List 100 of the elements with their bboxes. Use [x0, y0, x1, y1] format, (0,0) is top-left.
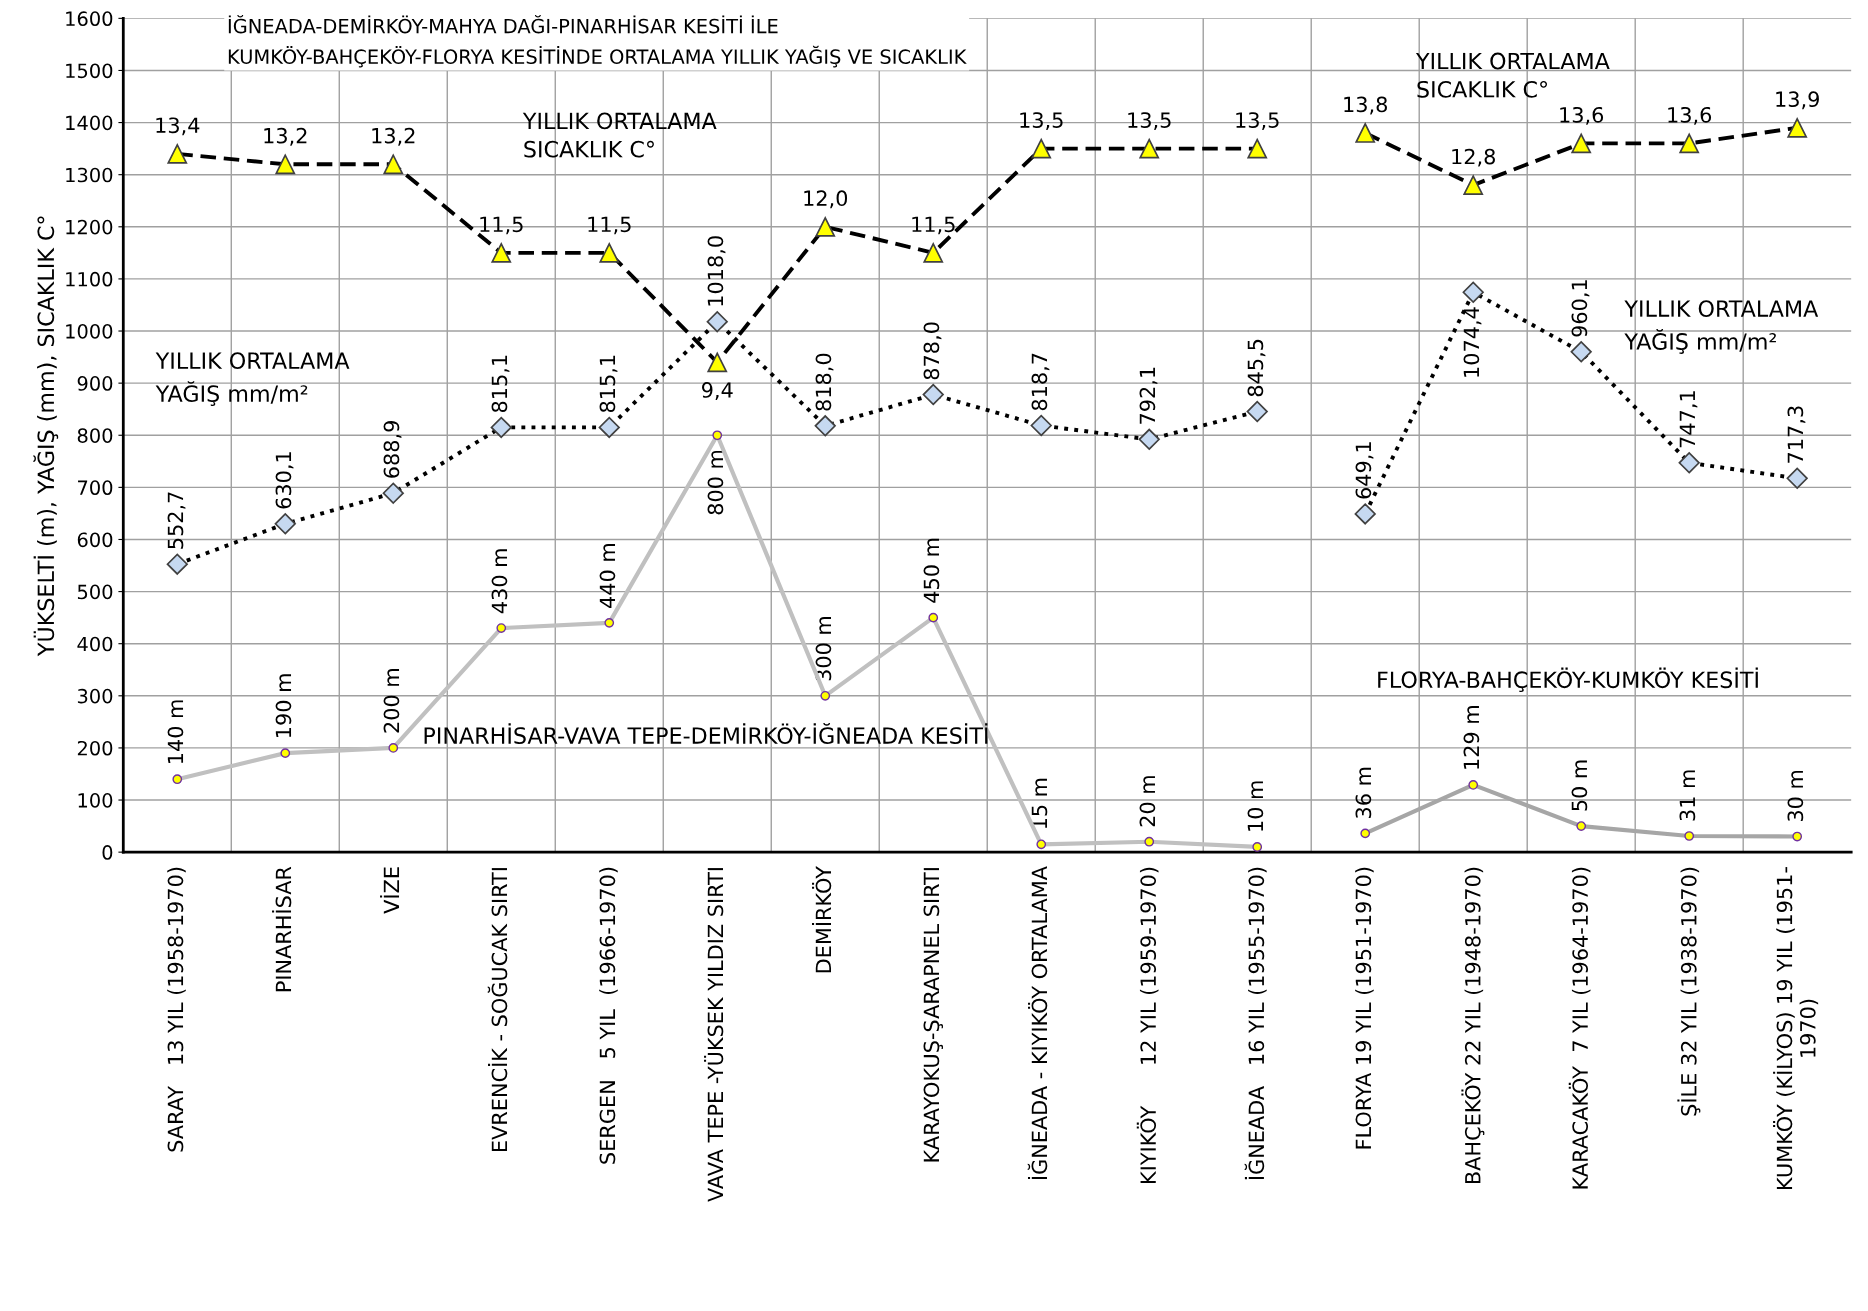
data-label: 36 m: [1355, 767, 1372, 818]
point: [1252, 842, 1263, 852]
point: [1576, 821, 1587, 831]
data-label: 1018,0: [707, 236, 726, 306]
data-label: 13,5: [1020, 112, 1063, 131]
point: [923, 242, 944, 263]
data-label: 1074,4: [1463, 307, 1482, 377]
data-label: 13,8: [1344, 96, 1387, 115]
annotation: PINARHİSAR-VAVA TEPE-DEMİRKÖY-İĞNEADA KESİTİ: [424, 723, 988, 744]
point: [928, 612, 939, 623]
data-label: 10 m: [1247, 781, 1264, 831]
data-label: 200 m: [383, 669, 400, 733]
data-label: 649,1: [1355, 442, 1374, 499]
data-label: 190 m: [275, 674, 292, 737]
point: [1462, 281, 1484, 303]
x-tick-label: PINARHİSAR: [272, 866, 292, 992]
data-label: 792,1: [1139, 367, 1158, 424]
data-label: 140 m: [167, 700, 184, 764]
point: [1684, 831, 1695, 841]
data-label: 815,1: [491, 355, 510, 413]
point: [167, 143, 188, 164]
x-tick-label: VAVA TEPE -YÜKSEK YILDIZ SIRTI: [704, 868, 724, 1202]
data-label: 13,2: [372, 127, 415, 146]
y-tick-label: 300: [77, 688, 113, 704]
y-tick-label: 1000: [66, 323, 113, 339]
point: [490, 416, 512, 439]
point: [1247, 138, 1268, 159]
data-label: 845,5: [1247, 339, 1266, 397]
point: [1144, 836, 1155, 847]
data-label: 747,1: [1679, 391, 1698, 448]
data-label: 800 m: [707, 450, 724, 515]
data-label: 9,4: [702, 382, 733, 400]
annotation: YILLIK ORTALAMA YAĞIŞ mm/m²: [1624, 300, 1819, 354]
point: [604, 617, 615, 628]
point: [1678, 452, 1700, 474]
point: [1571, 133, 1592, 154]
point: [1246, 400, 1268, 423]
y-tick-label: 1200: [66, 219, 113, 235]
data-label: 552,7: [167, 492, 186, 549]
y-tick-label: 200: [77, 740, 113, 756]
x-tick-label: SARAY 13 YIL (1958-1970): [167, 867, 186, 1152]
data-label: 13,4: [156, 117, 200, 136]
point: [1360, 828, 1371, 839]
data-label: 30 m: [1787, 770, 1804, 822]
data-label: 13,5: [1128, 112, 1171, 131]
data-label: 717,3: [1787, 406, 1806, 463]
y-tick-label: 1600: [66, 11, 113, 27]
data-label: 818,0: [815, 353, 834, 411]
point: [388, 743, 399, 753]
point: [1354, 503, 1376, 525]
data-label: 13,9: [1776, 91, 1819, 110]
point: [491, 242, 512, 263]
data-label: 13,5: [1236, 112, 1279, 131]
y-tick-label: 1300: [66, 167, 113, 183]
point: [1679, 133, 1700, 154]
x-tick-label: SERGEN 5 YIL (1966-1970): [599, 867, 618, 1164]
point: [706, 310, 728, 333]
point: [1786, 467, 1808, 490]
point: [1570, 341, 1592, 363]
data-label: 129 m: [1463, 706, 1480, 769]
data-label: 11,5: [588, 216, 631, 235]
point: [172, 774, 183, 785]
y-tick-label: 400: [77, 636, 113, 652]
point: [712, 430, 723, 441]
data-label: 11,5: [912, 216, 955, 235]
point: [1139, 138, 1160, 159]
x-tick-label: KIYIKÖY 12 YIL (1959-1970): [1136, 867, 1159, 1183]
y-tick-label: 1100: [66, 271, 113, 287]
y-tick-label: 900: [77, 376, 113, 391]
x-tick-label: KARACAKÖY 7 YIL (1964-1970): [1568, 867, 1591, 1189]
point: [275, 154, 296, 175]
point: [1463, 175, 1484, 195]
y-tick-label: 1500: [66, 63, 113, 79]
data-label: 11,5: [480, 216, 523, 235]
data-label: 440 m: [599, 544, 616, 608]
point: [820, 690, 831, 701]
point: [1031, 138, 1052, 159]
x-tick-label: KUMKÖY (KİLYOS) 19 YIL (1951- 1970): [1773, 867, 1819, 1190]
point: [1355, 123, 1376, 143]
x-tick-label: VİZE: [380, 867, 400, 914]
point: [1036, 839, 1047, 850]
x-tick-label: İĞNEADA 16 YIL (1955-1970): [1244, 867, 1267, 1180]
point: [1792, 831, 1803, 842]
point: [1030, 414, 1052, 437]
y-tick-label: 800: [77, 428, 113, 443]
x-tick-label: BAHÇEKÖY 22 YIL (1948-1970): [1461, 867, 1485, 1184]
data-label: 13,2: [264, 127, 307, 146]
y-tick-label: 0: [102, 845, 113, 860]
data-label: 50 m: [1571, 760, 1588, 811]
data-label: 688,9: [383, 421, 402, 478]
point: [707, 352, 728, 373]
x-tick-label: İĞNEADA - KIYIKÖY ORTALAMA: [1027, 866, 1048, 1180]
point: [383, 154, 404, 175]
y-axis-title: YÜKSELTİ (m), YAĞIŞ (mm), SICAKLIK C°: [33, 216, 59, 657]
y-tick-label: 100: [78, 792, 113, 808]
data-label: 13,6: [1668, 106, 1712, 125]
annotation: FLORYA-BAHÇEKÖY-KUMKÖY KESİTİ: [1378, 667, 1758, 693]
point: [382, 482, 404, 504]
point: [166, 553, 188, 575]
data-label: 878,0: [923, 322, 942, 380]
